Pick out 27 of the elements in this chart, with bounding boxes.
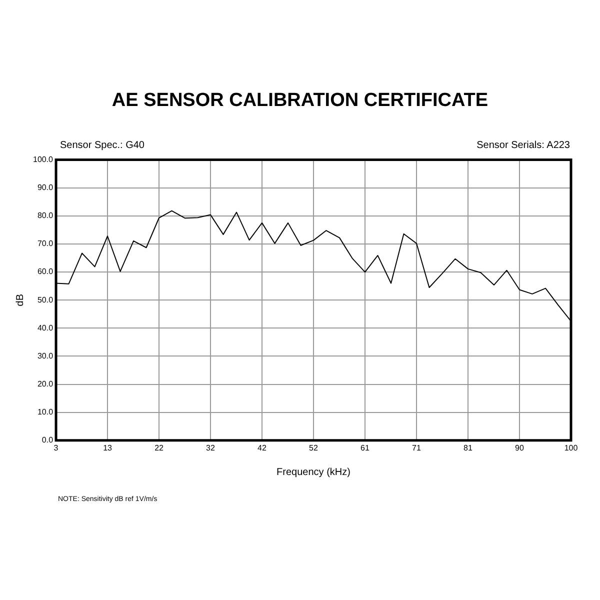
x-tick-label: 32 xyxy=(206,443,216,452)
x-tick-label: 52 xyxy=(309,443,319,452)
y-tick-label: 80.0 xyxy=(37,211,54,220)
y-tick-label: 10.0 xyxy=(37,408,54,417)
y-tick-label: 100.0 xyxy=(32,155,54,164)
x-tick-label: 100 xyxy=(564,443,578,452)
y-tick-label: 20.0 xyxy=(37,379,54,388)
text: Sensor Spec.: G40 xyxy=(60,140,144,151)
x-tick-label: 81 xyxy=(464,443,473,452)
y-tick-label: 60.0 xyxy=(37,267,54,276)
x-tick-label: 90 xyxy=(515,443,524,452)
x-tick-label: 3 xyxy=(54,443,59,452)
y-tick-label: 50.0 xyxy=(37,295,54,304)
y-tick-label: 30.0 xyxy=(37,351,54,360)
text: Sensor Serials: A223 xyxy=(476,140,570,151)
x-axis-title: Frequency (kHz) xyxy=(276,466,350,478)
x-tick-label: 71 xyxy=(412,443,422,452)
y-tick-label: 90.0 xyxy=(37,183,54,192)
x-tick-label: 13 xyxy=(103,443,113,452)
x-tick-label: 42 xyxy=(258,443,268,452)
y-axis-title: dB xyxy=(14,294,26,306)
x-tick-label: 61 xyxy=(360,443,370,452)
x-tick-label: 22 xyxy=(154,443,164,452)
y-tick-label: 0.0 xyxy=(42,436,54,445)
chart-title: AE SENSOR CALIBRATION CERTIFICATE xyxy=(110,90,490,112)
y-tick-label: 70.0 xyxy=(37,239,54,248)
y-tick-label: 40.0 xyxy=(37,323,54,332)
